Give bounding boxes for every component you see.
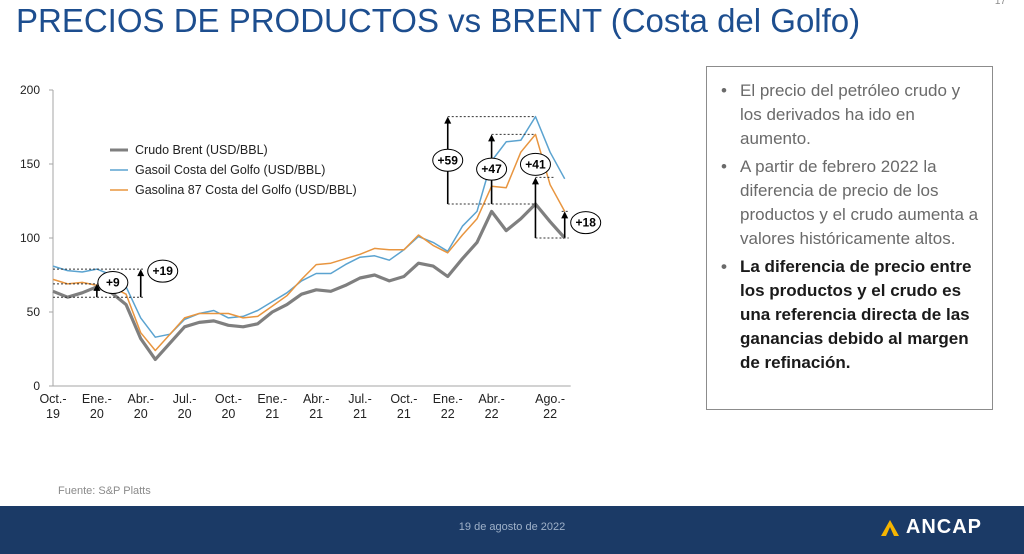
annotation-label: +18 — [576, 216, 597, 230]
y-tick-label: 100 — [20, 231, 40, 245]
annotation-label: +47 — [481, 162, 502, 176]
x-tick-label: Ene.-21 — [257, 392, 287, 421]
y-tick-label: 0 — [33, 379, 40, 393]
annotation-badge — [97, 271, 129, 295]
annotation-badge — [476, 157, 508, 181]
bullet-list: El precio del petróleo crudo y los deriv… — [715, 79, 980, 375]
ancap-logo: ANCAP — [880, 516, 982, 539]
price-chart: 0 50 100 150 200 Oct.-19 Ene.-20 Abr.-20 Jul.-20… — [20, 83, 602, 421]
y-tick-label: 150 — [20, 157, 40, 171]
annotation-arrowhead — [531, 177, 539, 185]
x-tick-label: Jul.-21 — [348, 392, 372, 421]
x-tick-label: Abr.-21 — [303, 392, 329, 421]
series-line-2 — [52, 133, 566, 352]
annotation-badge — [570, 211, 602, 235]
ancap-logo-icon — [880, 519, 899, 536]
x-tick-label: Oct.-21 — [390, 392, 417, 421]
footer-date: 19 de agosto de 2022 — [458, 521, 566, 533]
annotation-arrowhead — [488, 134, 496, 142]
page-number: 17 — [994, 0, 1006, 7]
x-tick-label: Ene.-20 — [82, 392, 112, 421]
annotation-arrowhead — [137, 269, 145, 277]
annotation-badge — [519, 152, 551, 176]
series-line-1 — [52, 115, 566, 338]
source-note: Fuente: S&P Platts — [58, 485, 151, 497]
annotation-label: +19 — [153, 264, 174, 278]
series-line-0 — [52, 202, 566, 361]
notes-panel: El precio del petróleo crudo y los deriv… — [706, 66, 993, 410]
y-tick-label: 50 — [27, 305, 41, 319]
footer-bar: 19 de agosto de 2022 ANCAP — [0, 506, 1024, 554]
x-tick-label: Ago.-22 — [535, 392, 565, 421]
annotation-badge — [147, 259, 179, 283]
annotation-label: +9 — [106, 276, 120, 290]
bullet-3: La diferencia de precio entre los produc… — [715, 255, 980, 375]
x-tick-label: Oct.-20 — [215, 392, 242, 421]
x-tick-label: Jul.-20 — [173, 392, 197, 421]
bullet-2: A partir de febrero 2022 la diferencia d… — [715, 155, 980, 251]
annotation-arrowhead — [561, 211, 569, 219]
annotation-badge — [432, 148, 464, 172]
legend-label: Gasoil Costa del Golfo (USD/BBL) — [135, 163, 325, 177]
legend-label: Crudo Brent (USD/BBL) — [135, 143, 268, 157]
annotation-arrowhead — [444, 116, 452, 124]
slide-title: PRECIOS DE PRODUCTOS vs BRENT (Costa del… — [16, 2, 861, 39]
annotation-label: +41 — [525, 157, 546, 171]
ancap-logo-text: ANCAP — [905, 516, 982, 538]
x-tick-label: Abr.-22 — [478, 392, 504, 421]
legend-label: Gasolina 87 Costa del Golfo (USD/BBL) — [135, 183, 357, 197]
annotation-arrowhead — [93, 283, 101, 291]
x-tick-label: Oct.-19 — [39, 392, 66, 421]
x-tick-label: Abr.-20 — [128, 392, 154, 421]
annotation-label: +59 — [438, 153, 459, 167]
x-tick-label: Ene.-22 — [433, 392, 463, 421]
y-tick-label: 200 — [20, 83, 40, 97]
bullet-1: El precio del petróleo crudo y los deriv… — [715, 79, 980, 151]
